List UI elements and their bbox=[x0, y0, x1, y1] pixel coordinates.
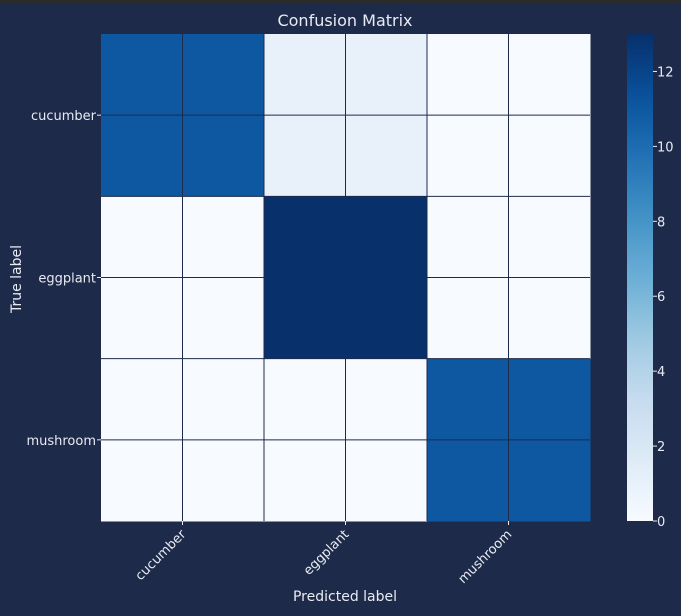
colorbar-tick-label-10: 10 bbox=[657, 140, 674, 155]
colorbar-tick-label-8: 8 bbox=[657, 215, 665, 230]
top-border bbox=[0, 0, 681, 3]
colorbar: 0 2 4 6 8 10 12 bbox=[627, 34, 674, 530]
y-tick-label-eggplant: eggplant bbox=[38, 272, 96, 287]
colorbar-tick-label-2: 2 bbox=[657, 440, 665, 455]
colorbar-tick-label-4: 4 bbox=[657, 365, 665, 380]
x-tick-label-cucumber: cucumber bbox=[133, 527, 190, 584]
heatmap-gridlines bbox=[101, 34, 590, 521]
x-tick-labels: cucumber eggplant mushroom bbox=[133, 521, 516, 587]
colorbar-gradient bbox=[627, 34, 653, 521]
colorbar-tick-label-12: 12 bbox=[657, 65, 674, 80]
colorbar-tick-label-0: 0 bbox=[657, 515, 665, 530]
y-axis-label: True label bbox=[9, 245, 25, 314]
y-tick-labels: cucumber eggplant mushroom bbox=[26, 109, 101, 449]
y-tick-label-mushroom: mushroom bbox=[26, 434, 96, 449]
x-axis-label: Predicted label bbox=[293, 589, 397, 605]
colorbar-tick-label-6: 6 bbox=[657, 290, 665, 305]
x-tick-label-mushroom: mushroom bbox=[456, 527, 516, 587]
y-tick-label-cucumber: cucumber bbox=[31, 109, 97, 124]
chart-title: Confusion Matrix bbox=[277, 11, 412, 30]
x-tick-label-eggplant: eggplant bbox=[301, 527, 352, 578]
